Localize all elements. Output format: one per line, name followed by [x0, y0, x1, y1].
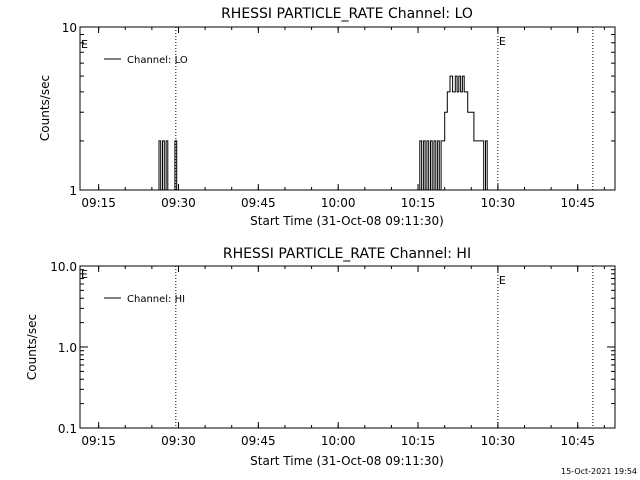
y-tick-label: 10.0	[50, 260, 77, 274]
x-tick-label: 09:30	[161, 434, 196, 448]
event-label: E	[499, 35, 506, 48]
x-tick-label: 10:15	[401, 196, 436, 210]
plot-frame	[79, 265, 616, 429]
x-tick-label: 10:00	[321, 196, 356, 210]
series-line	[157, 75, 489, 191]
y-axis-label: Counts/sec	[25, 314, 39, 380]
x-tick-label: 10:30	[481, 434, 516, 448]
x-axis-label: Start Time (31-Oct-08 09:11:30)	[250, 454, 444, 468]
x-axis-label: Start Time (31-Oct-08 09:11:30)	[250, 214, 444, 228]
x-tick-label: 10:00	[321, 434, 356, 448]
chart-title: RHESSI PARTICLE_RATE Channel: HI	[223, 246, 471, 262]
legend-label: Channel: LO	[127, 55, 188, 66]
x-tick-label: 09:30	[161, 196, 196, 210]
x-tick-label: 09:45	[241, 196, 276, 210]
y-tick-label: 10	[62, 21, 77, 35]
event-label: E	[499, 274, 506, 287]
x-tick-label: 10:15	[401, 434, 436, 448]
legend-label: Channel: HI	[127, 294, 185, 305]
x-tick-label: 09:15	[81, 196, 116, 210]
y-tick-label: 1.0	[58, 341, 77, 355]
legend: Channel: LO	[104, 55, 188, 66]
legend: Channel: HI	[104, 294, 185, 305]
x-tick-label: 09:15	[81, 434, 116, 448]
y-tick-label: 0.1	[58, 422, 77, 436]
plot-frame	[79, 26, 616, 191]
timestamp: 15-Oct-2021 19:54	[561, 467, 637, 476]
panel-lo: RHESSI PARTICLE_RATE Channel: LO Counts/…	[38, 6, 616, 228]
x-tick-label: 10:45	[560, 196, 595, 210]
chart-title: RHESSI PARTICLE_RATE Channel: LO	[221, 6, 473, 22]
x-tick-label: 10:30	[481, 196, 516, 210]
panel-hi: RHESSI PARTICLE_RATE Channel: HI Counts/…	[25, 246, 616, 468]
y-tick-label: 1	[69, 184, 77, 198]
x-tick-label: 10:45	[560, 434, 595, 448]
left-event-marker: E	[81, 268, 88, 281]
y-axis-label: Counts/sec	[38, 75, 52, 141]
left-event-marker: E	[81, 38, 88, 51]
x-tick-label: 09:45	[241, 434, 276, 448]
